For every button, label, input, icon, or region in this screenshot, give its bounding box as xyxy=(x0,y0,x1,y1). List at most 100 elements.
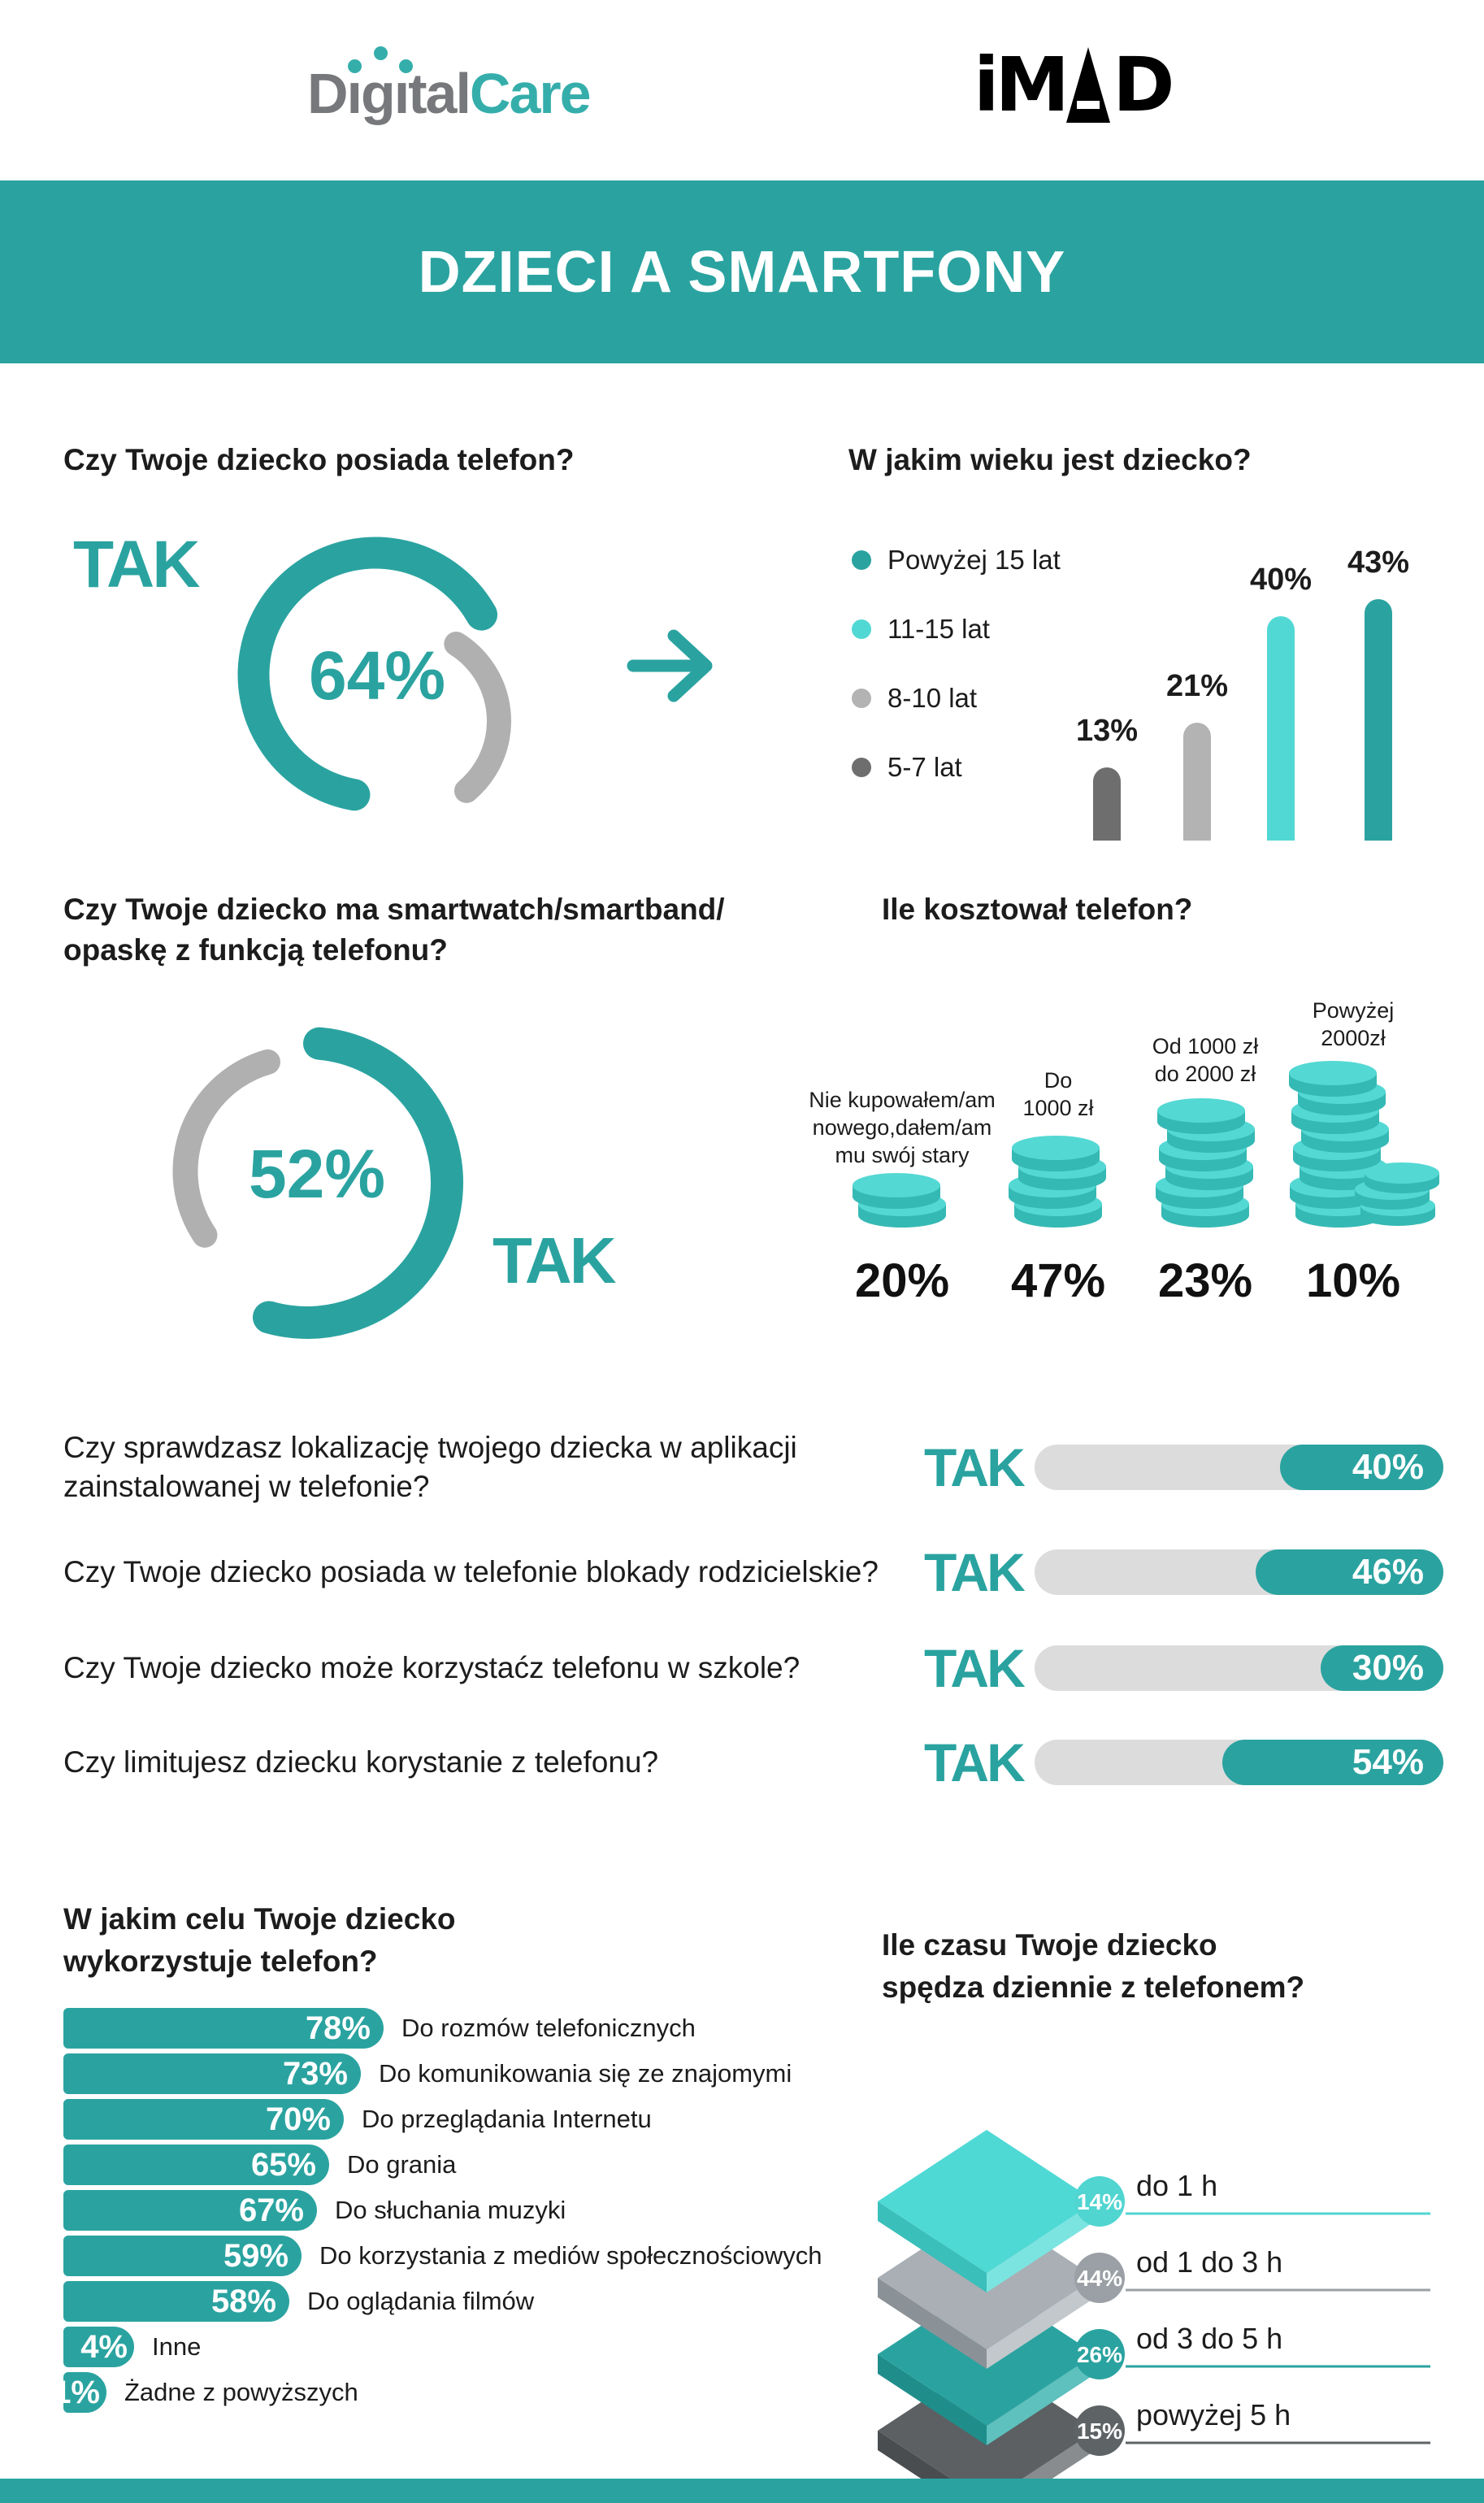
purpose-chart-heading-line1: W jakim celu Twoje dziecko xyxy=(63,1902,456,1936)
phone-donut-chart: 64% xyxy=(203,500,561,862)
yesno-question: Czy sprawdzasz lokalizację twojego dziec… xyxy=(63,1428,941,1506)
smartwatch-tak-label: TAK xyxy=(492,1224,616,1297)
purpose-bar-chart: 78% Do rozmów telefonicznych 73% Do komunik… xyxy=(53,2008,1477,2431)
digitalcare-logo-dot-icon xyxy=(348,59,362,73)
yesno-tak-label: TAK xyxy=(924,1542,1026,1602)
purpose-bar: 67% xyxy=(63,2190,317,2231)
purpose-bar-value-label: 67% xyxy=(238,2192,304,2228)
yesno-bar-track: 30% xyxy=(1035,1645,1443,1691)
time-value-label: 26% xyxy=(1077,2342,1122,2367)
cost-value-label: 20% xyxy=(854,1254,950,1307)
yesno-bar-track: 54% xyxy=(1035,1740,1443,1785)
cost-coins-svg xyxy=(853,1061,1439,1228)
digitalcare-logo: DıgıtalCare xyxy=(307,46,592,131)
time-item-label: od 3 do 5 h xyxy=(1136,2322,1282,2355)
imad-logo: iM D xyxy=(974,47,1174,123)
yesno-tak-label: TAK xyxy=(924,1638,1026,1698)
cost-chart-heading: Ile kosztował telefon? xyxy=(882,893,1193,926)
yesno-question-line: Czy sprawdzasz lokalizację twojego dziec… xyxy=(63,1431,797,1464)
cost-category-label: Od 1000 zł do 2000 zł xyxy=(1083,1032,1327,1088)
donut-rest-arc xyxy=(305,618,511,824)
purpose-bar-label: Do korzystania z mediów społecznościowyc… xyxy=(319,2241,822,2270)
cost-category-label-line: Do xyxy=(1044,1068,1073,1093)
purpose-bar-value-label: 78% xyxy=(305,2010,371,2046)
title-banner: DZIECI A SMARTFONY xyxy=(0,180,1484,363)
coin-stack xyxy=(1289,1061,1389,1228)
coin-stack xyxy=(1355,1162,1439,1226)
donut-rest-arc xyxy=(172,1045,426,1298)
time-item-label: do 1 h xyxy=(1136,2169,1217,2202)
yesno-question-line: Czy Twoje dziecko posiada w telefonie bl… xyxy=(63,1555,879,1588)
donut-filled-arc xyxy=(237,537,514,813)
cost-value-label: 47% xyxy=(1010,1254,1106,1307)
time-value-label: 15% xyxy=(1077,2418,1122,2444)
age-legend-dot-icon xyxy=(852,689,871,708)
yesno-bar-track: 40% xyxy=(1035,1445,1443,1490)
yesno-bar-track: 46% xyxy=(1035,1549,1443,1595)
purpose-bar-label: Do grania xyxy=(347,2150,457,2179)
cost-value-label: 10% xyxy=(1305,1254,1401,1307)
purpose-bar-label: Do komunikowania się ze znajomymi xyxy=(379,2059,792,2088)
yesno-bar-fill: 46% xyxy=(1256,1549,1443,1595)
purpose-bar-label: Inne xyxy=(152,2332,202,2361)
donut-value-label: 64% xyxy=(309,637,445,714)
yesno-bar-fill: 30% xyxy=(1321,1645,1443,1691)
age-legend-label: 8-10 lat xyxy=(887,683,978,713)
time-value-badge xyxy=(1074,2329,1125,2379)
cost-category-label: Nie kupowałem/am nowego,dałem/am mu swój s… xyxy=(780,1086,1024,1169)
yesno-question-line: zainstalowanej w telefonie? xyxy=(63,1470,430,1503)
cost-category-label: Do 1000 zł xyxy=(936,1067,1180,1122)
question-smartwatch-heading-line1: Czy Twoje dziecko ma smartwatch/smartban… xyxy=(63,893,725,926)
age-bar-value-label: 21% xyxy=(1165,669,1229,703)
age-legend-dot-icon xyxy=(852,619,871,639)
purpose-bar: 73% xyxy=(63,2053,361,2094)
time-value-badge xyxy=(1074,2176,1125,2227)
phone-donut-svg: 64% xyxy=(237,537,514,824)
footer-band xyxy=(0,2479,1484,2503)
yesno-question: Czy Twoje dziecko posiada w telefonie bl… xyxy=(63,1553,941,1592)
time-item-label: powyżej 5 h xyxy=(1136,2398,1291,2431)
purpose-bar-value-label: 65% xyxy=(250,2147,316,2183)
digitalcare-logo-dot-icon xyxy=(374,46,388,60)
digitalcare-logo-text-care: Care xyxy=(469,62,592,125)
cost-category-label-line: nowego,dałem/am xyxy=(812,1115,992,1140)
yesno-question-line: Czy Twoje dziecko może korzystaćz telefo… xyxy=(63,1651,801,1684)
age-bar xyxy=(1093,767,1121,841)
cost-category-label-line: 1000 zł xyxy=(1022,1096,1094,1120)
purpose-chart-heading-line2: wykorzystuje telefon? xyxy=(63,1945,378,1978)
purpose-bar-label: Do rozmów telefonicznych xyxy=(401,2014,696,2042)
imad-logo-triangle-icon xyxy=(1066,47,1111,123)
cost-value-label: 23% xyxy=(1157,1254,1253,1307)
age-legend-label: Powyżej 15 lat xyxy=(887,545,1061,575)
purpose-bar-value-label: 73% xyxy=(282,2056,348,2092)
coin-stack xyxy=(1009,1136,1106,1228)
yesno-question: Czy limitujesz dziecku korystanie z tele… xyxy=(63,1743,941,1782)
smartwatch-donut-chart: 52% xyxy=(114,996,520,1382)
age-bar xyxy=(1267,616,1295,841)
cost-category-label-line: 2000zł xyxy=(1321,1026,1386,1050)
time-item-label: od 1 do 3 h xyxy=(1136,2245,1282,2279)
age-bar-value-label: 13% xyxy=(1075,714,1139,748)
coin-stack xyxy=(853,1173,946,1228)
digitalcare-logo-dot-icon xyxy=(399,59,413,73)
age-bar-value-label: 43% xyxy=(1347,545,1410,580)
page-title: DZIECI A SMARTFONY xyxy=(418,239,1066,305)
question-phone-heading: Czy Twoje dziecko posiada telefon? xyxy=(63,443,575,476)
purpose-bar-label: Żadne z powyższych xyxy=(124,2378,358,2406)
yesno-question: Czy Twoje dziecko może korzystaćz telefo… xyxy=(63,1649,941,1688)
age-bar-value-label: 40% xyxy=(1249,563,1313,597)
purpose-bar-label: Do oglądania filmów xyxy=(307,2287,535,2315)
cost-coins-chart: Nie kupowałem/am nowego,dałem/am mu swój s… xyxy=(809,894,1484,1307)
age-bar xyxy=(1183,723,1211,841)
age-bar xyxy=(1365,599,1392,841)
digitalcare-logo-text-digital: Dıgıtal xyxy=(307,62,471,125)
cost-category-label-line: Nie kupowałem/am xyxy=(809,1088,996,1112)
age-legend-label: 11-15 lat xyxy=(887,614,990,644)
purpose-bar: 58% xyxy=(63,2281,289,2322)
donut-filled-arc xyxy=(151,1027,463,1339)
purpose-bar-value-label: 59% xyxy=(223,2238,289,2274)
purpose-bar-value-label: 70% xyxy=(265,2101,331,2137)
yesno-question-line: Czy limitujesz dziecku korystanie z tele… xyxy=(63,1745,659,1779)
arrow-right-icon xyxy=(622,619,727,717)
